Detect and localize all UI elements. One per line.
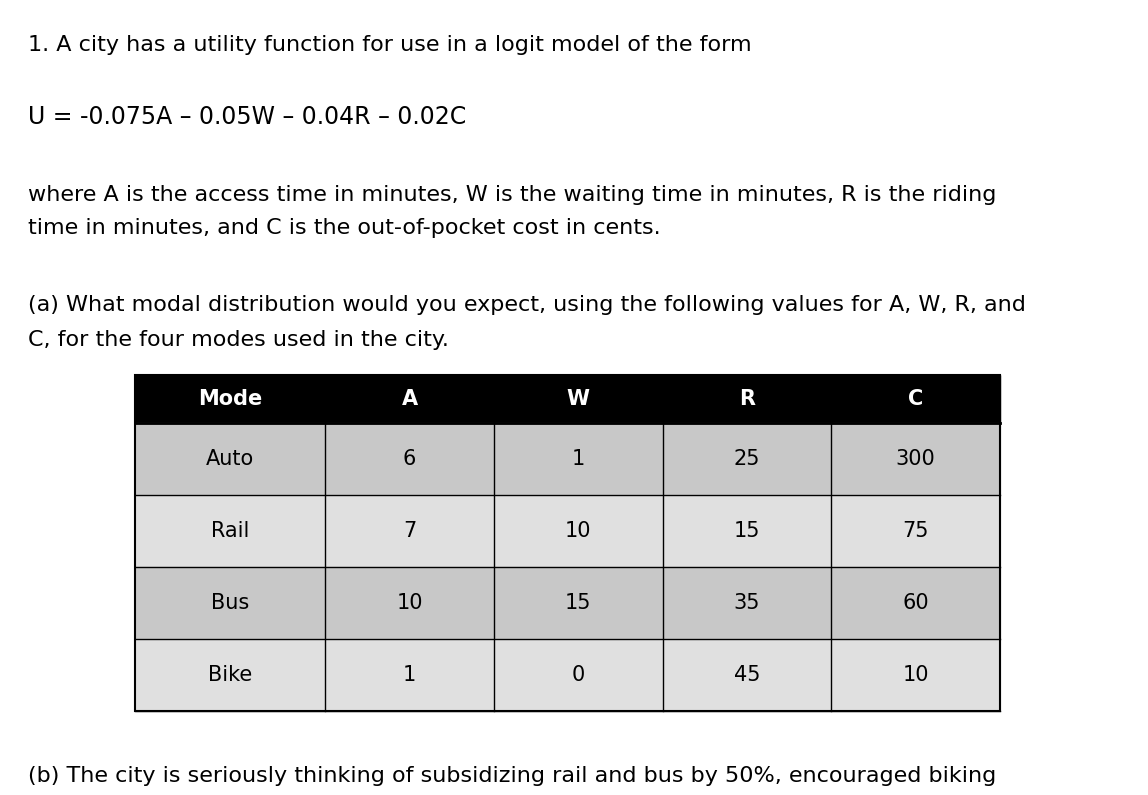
Text: 10: 10 [902,665,929,685]
Text: Rail: Rail [211,521,249,541]
Bar [135,375,325,423]
Bar [494,567,662,639]
Bar [135,423,325,495]
Bar [325,495,494,567]
Bar [135,375,1000,711]
Text: Bike: Bike [208,665,253,685]
Text: Mode: Mode [197,389,262,409]
Text: 25: 25 [734,449,760,469]
Bar [831,567,1000,639]
Text: 35: 35 [734,593,760,613]
Text: 0: 0 [572,665,585,685]
Text: C, for the four modes used in the city.: C, for the four modes used in the city. [28,330,449,350]
Text: C: C [908,389,923,409]
Text: where A is the access time in minutes, W is the waiting time in minutes, R is th: where A is the access time in minutes, W… [28,185,996,205]
Text: 10: 10 [565,521,591,541]
Text: W: W [567,389,590,409]
Text: 15: 15 [734,521,760,541]
Text: 7: 7 [403,521,417,541]
Text: (b) The city is seriously thinking of subsidizing rail and bus by 50%, encourage: (b) The city is seriously thinking of su… [28,766,996,786]
Bar [662,639,831,711]
Bar [135,567,325,639]
Bar [325,639,494,711]
Text: 1: 1 [403,665,417,685]
Bar [831,375,1000,423]
Bar [135,495,325,567]
Text: 300: 300 [895,449,936,469]
Text: R: R [739,389,755,409]
Bar [325,375,494,423]
Bar [662,495,831,567]
Text: 75: 75 [902,521,929,541]
Bar [494,423,662,495]
Text: time in minutes, and C is the out-of-pocket cost in cents.: time in minutes, and C is the out-of-poc… [28,218,660,238]
Bar [325,423,494,495]
Bar [831,495,1000,567]
Bar [494,375,662,423]
Text: 1. A city has a utility function for use in a logit model of the form: 1. A city has a utility function for use… [28,35,752,55]
Text: 6: 6 [403,449,417,469]
Text: Bus: Bus [211,593,249,613]
Bar [494,639,662,711]
Text: (a) What modal distribution would you expect, using the following values for A, : (a) What modal distribution would you ex… [28,295,1026,315]
Text: A: A [402,389,418,409]
Bar [662,423,831,495]
Text: U = -0.075A – 0.05W – 0.04R – 0.02C: U = -0.075A – 0.05W – 0.04R – 0.02C [28,105,466,129]
Text: 1: 1 [572,449,585,469]
Bar [325,567,494,639]
Bar [831,423,1000,495]
Bar [662,375,831,423]
Bar [135,639,325,711]
Text: Auto: Auto [205,449,254,469]
Text: 60: 60 [902,593,929,613]
Text: 15: 15 [565,593,591,613]
Bar [831,639,1000,711]
Bar [662,567,831,639]
Bar [494,495,662,567]
Text: 45: 45 [734,665,760,685]
Text: 10: 10 [396,593,422,613]
